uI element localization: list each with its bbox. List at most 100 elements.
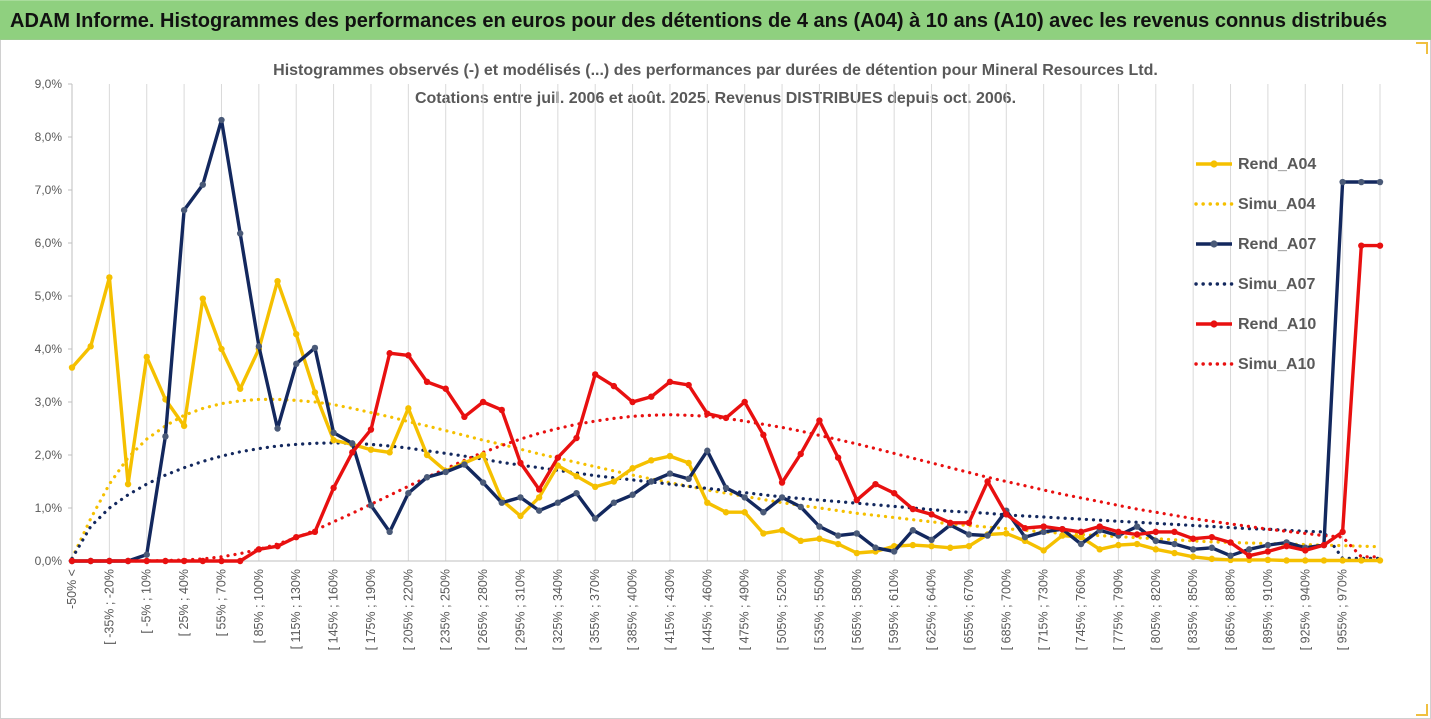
data-point-rend-a07 <box>741 494 748 501</box>
data-point-rend-a10 <box>1152 528 1159 536</box>
x-tick-label: [ -35% ; -20% <box>102 569 116 645</box>
data-point-rend-a10 <box>1246 552 1253 559</box>
data-point-rend-a07 <box>704 447 711 454</box>
data-point-rend-a10 <box>1133 531 1141 538</box>
data-point-rend-a07 <box>610 499 618 506</box>
data-point-rend-a04 <box>928 542 935 550</box>
legend-label: Simu_A04 <box>1238 196 1316 213</box>
data-point-rend-a07 <box>535 507 543 514</box>
data-point-rend-a04 <box>1283 557 1290 564</box>
data-point-rend-a07 <box>293 360 300 368</box>
x-tick-label: [ 775% ; 790% <box>1111 569 1125 650</box>
data-point-rend-a10 <box>610 382 618 390</box>
data-point-rend-a04 <box>629 465 636 472</box>
series-line-rend-a07 <box>72 118 1380 563</box>
corner-mark-bottom-right <box>1416 704 1428 716</box>
legend-swatch-marker <box>1210 320 1218 328</box>
data-point-rend-a04 <box>1115 541 1122 549</box>
data-point-rend-a04 <box>423 451 431 459</box>
legend-item: Rend_A10 <box>1190 308 1350 348</box>
data-point-rend-a07 <box>479 479 487 486</box>
data-point-rend-a10 <box>816 417 823 424</box>
data-point-rend-a04 <box>573 473 580 480</box>
data-point-rend-a04 <box>218 345 225 353</box>
data-point-rend-a10 <box>947 519 954 527</box>
data-point-rend-a04 <box>1040 547 1047 554</box>
data-point-rend-a04 <box>293 330 300 338</box>
legend-swatch <box>1194 202 1234 206</box>
data-point-rend-a10 <box>330 484 337 492</box>
x-tick-label: [ -5% ; 10% <box>140 569 154 634</box>
data-point-rend-a10 <box>1021 524 1029 532</box>
data-point-rend-a10 <box>592 371 599 378</box>
x-tick-label: [ 295% ; 310% <box>513 569 527 650</box>
data-point-rend-a07 <box>592 515 599 522</box>
data-point-rend-a10 <box>255 546 263 553</box>
data-point-rend-a07 <box>778 494 786 501</box>
data-point-rend-a10 <box>554 454 562 461</box>
data-point-rend-a10 <box>68 557 76 565</box>
x-tick-label: [ 415% ; 430% <box>663 569 677 650</box>
data-point-rend-a04 <box>1339 557 1346 564</box>
data-point-rend-a07 <box>423 474 431 481</box>
data-point-rend-a10 <box>442 385 449 392</box>
legend-label: Rend_A07 <box>1238 236 1317 253</box>
data-point-rend-a10 <box>1283 542 1290 550</box>
data-point-rend-a04 <box>386 449 393 456</box>
data-point-rend-a10 <box>1059 526 1066 533</box>
data-point-rend-a04 <box>68 364 76 371</box>
x-tick-label: [ 475% ; 490% <box>738 569 752 650</box>
data-point-rend-a04 <box>797 537 804 545</box>
x-tick-label: [ 445% ; 460% <box>700 569 714 650</box>
data-point-rend-a07 <box>1133 523 1141 530</box>
data-point-rend-a07 <box>1358 178 1365 186</box>
data-point-rend-a04 <box>311 389 319 396</box>
data-point-rend-a04 <box>704 499 711 506</box>
y-tick-label: 2,0% <box>35 448 63 462</box>
data-point-rend-a10 <box>180 557 188 565</box>
data-point-rend-a07 <box>853 530 860 537</box>
legend-label: Rend_A10 <box>1238 316 1317 333</box>
data-point-rend-a07 <box>180 206 188 214</box>
x-tick-label: [ 385% ; 400% <box>626 569 640 650</box>
data-point-rend-a07 <box>1227 552 1234 559</box>
legend-item: Rend_A04 <box>1190 148 1350 188</box>
data-point-rend-a04 <box>741 509 748 516</box>
data-point-rend-a04 <box>1003 530 1010 537</box>
x-tick-label: [ 55% ; 70% <box>214 569 228 636</box>
y-tick-label: 3,0% <box>35 395 63 409</box>
data-point-rend-a07 <box>367 502 375 509</box>
data-point-rend-a07 <box>1208 544 1216 551</box>
data-point-rend-a04 <box>1096 546 1103 553</box>
data-point-rend-a10 <box>124 557 132 565</box>
data-point-rend-a04 <box>330 436 337 444</box>
x-tick-label: [ 565% ; 580% <box>850 569 864 650</box>
data-point-rend-a10 <box>1003 511 1010 518</box>
x-tick-label: [ 925% ; 940% <box>1298 569 1312 650</box>
data-point-rend-a07 <box>461 461 468 468</box>
data-point-rend-a07 <box>722 484 730 492</box>
x-tick-label: [ 25% ; 40% <box>177 569 191 636</box>
data-point-rend-a04 <box>722 509 730 516</box>
data-point-rend-a10 <box>1189 535 1197 542</box>
data-point-rend-a10 <box>797 450 804 458</box>
chart-legend: Rend_A04 Simu_A04 Rend_A07 Simu_A07 Rend_A10… <box>1190 148 1350 388</box>
data-point-rend-a07 <box>666 470 674 477</box>
legend-swatch-marker <box>1210 240 1218 248</box>
data-point-rend-a10 <box>1302 547 1309 554</box>
data-point-rend-a07 <box>573 489 580 497</box>
data-point-rend-a10 <box>367 426 375 433</box>
series-line-simu-a04 <box>70 397 1382 561</box>
data-point-rend-a10 <box>1376 242 1384 249</box>
data-point-rend-a07 <box>442 468 449 476</box>
data-point-rend-a10 <box>629 398 636 406</box>
data-point-rend-a10 <box>479 398 487 406</box>
y-tick-label: 1,0% <box>35 501 63 515</box>
data-point-rend-a07 <box>1040 528 1047 536</box>
data-point-rend-a10 <box>162 557 169 565</box>
data-point-rend-a04 <box>648 457 655 464</box>
x-tick-label: [ 535% ; 550% <box>812 569 826 650</box>
x-tick-label: [ 715% ; 730% <box>1037 569 1051 650</box>
data-point-rend-a10 <box>872 480 879 488</box>
data-point-rend-a10 <box>423 378 431 386</box>
